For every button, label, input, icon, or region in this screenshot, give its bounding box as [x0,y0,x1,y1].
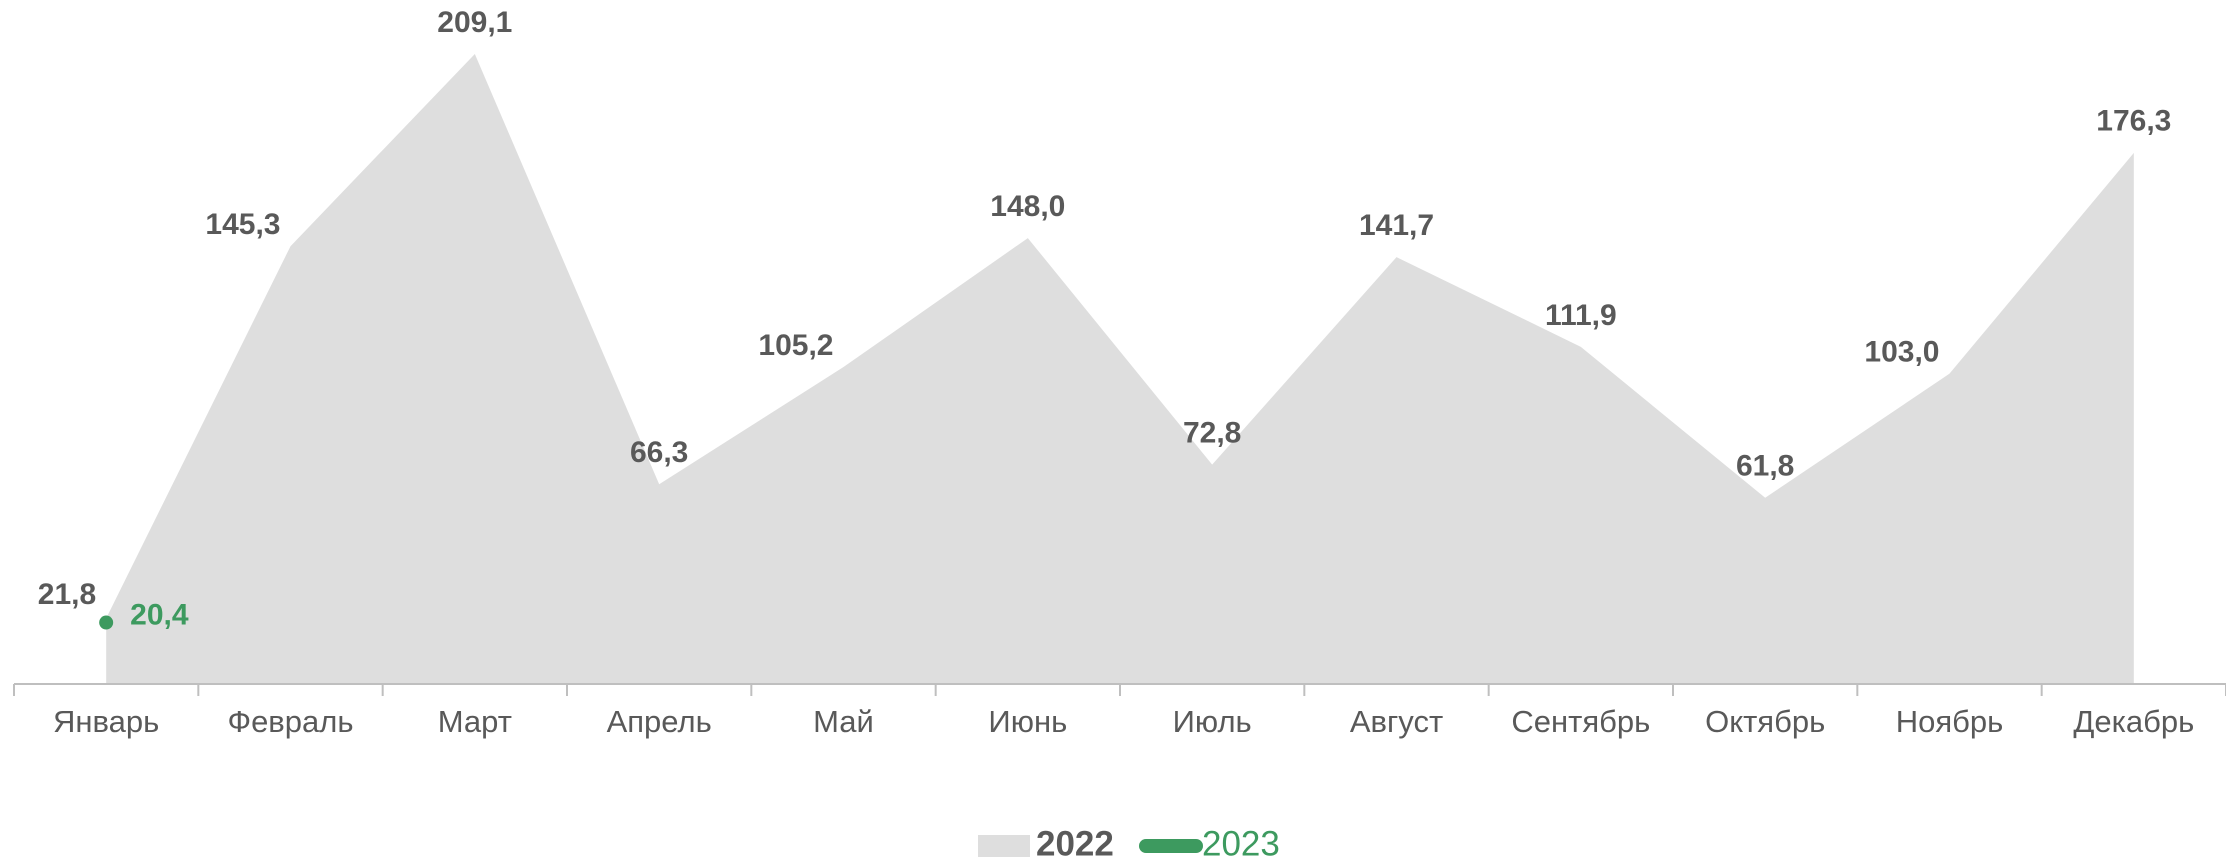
x-tick-label: Январь [53,704,159,739]
x-tick-label: Октябрь [1705,704,1825,739]
data-label: 20,4 [130,598,189,631]
data-label: 209,1 [437,6,512,39]
x-tick-label: Март [438,704,512,739]
x-tick-label: Июнь [988,704,1067,739]
data-label: 61,8 [1736,450,1794,483]
x-tick-label: Апрель [607,704,712,739]
legend-label: 2022 [1036,824,1114,860]
x-tick-label: Февраль [228,704,354,739]
data-label: 21,8 [38,578,96,611]
data-label: 141,7 [1359,209,1434,242]
x-tick-label: Сентябрь [1511,704,1650,739]
area [106,54,2134,684]
data-label: 145,3 [205,208,280,241]
x-tick-label: Май [813,704,874,739]
data-label: 105,2 [758,329,833,362]
x-tick-label: Ноябрь [1896,704,2004,739]
data-label: 111,9 [1545,299,1617,332]
data-label: 103,0 [1864,336,1939,369]
data-label: 176,3 [2096,105,2171,138]
x-tick-label: Июль [1173,704,1252,739]
data-label: 72,8 [1183,417,1241,450]
x-tick-label: Август [1350,704,1443,739]
legend-swatch [978,835,1030,857]
x-tick-label: Декабрь [2073,704,2194,739]
point [99,615,114,630]
legend-label: 2023 [1202,824,1280,860]
data-label: 66,3 [630,436,688,469]
data-label: 148,0 [990,190,1065,223]
